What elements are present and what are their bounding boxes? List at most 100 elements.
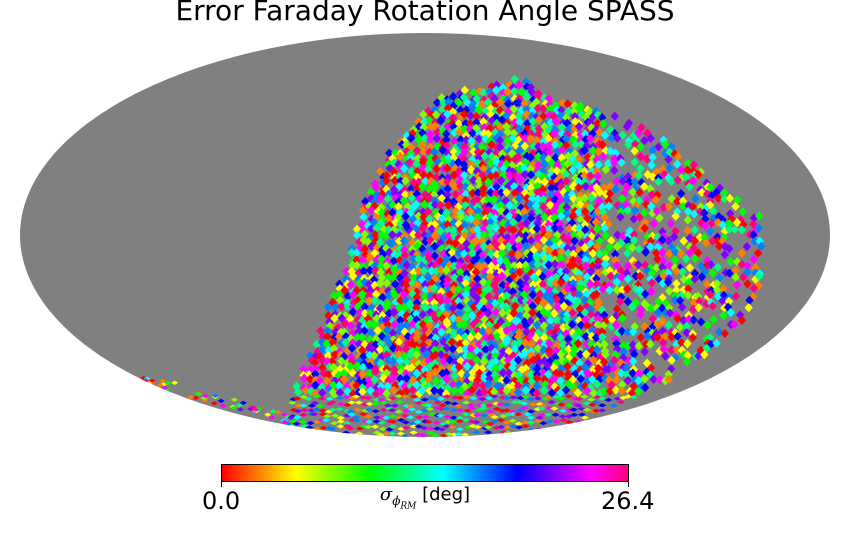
map-pixel bbox=[629, 327, 638, 337]
map-pixel bbox=[613, 344, 622, 354]
map-pixel bbox=[683, 339, 692, 349]
map-pixel bbox=[749, 213, 759, 223]
map-pixel bbox=[384, 272, 393, 283]
map-pixel bbox=[672, 285, 681, 295]
map-pixel bbox=[354, 267, 364, 278]
map-pixel bbox=[565, 260, 575, 271]
map-pixel bbox=[611, 334, 620, 344]
map-pixel bbox=[442, 394, 452, 399]
map-pixel bbox=[330, 302, 340, 312]
map-pixel bbox=[574, 255, 584, 265]
map-pixel bbox=[550, 242, 559, 252]
map-pixel bbox=[420, 302, 429, 312]
map-pixel bbox=[720, 188, 729, 198]
map-pixel bbox=[389, 256, 399, 266]
map-pixel bbox=[406, 403, 415, 408]
map-pixel bbox=[570, 356, 579, 366]
map-pixel bbox=[538, 184, 548, 195]
map-pixel bbox=[498, 280, 507, 290]
map-pixel bbox=[388, 356, 398, 366]
map-pixel bbox=[383, 194, 393, 204]
map-pixel bbox=[617, 368, 626, 378]
map-pixel bbox=[510, 370, 519, 380]
map-pixel bbox=[635, 271, 645, 281]
map-pixel bbox=[425, 214, 434, 224]
map-pixel bbox=[467, 406, 477, 411]
map-pixel bbox=[497, 271, 507, 281]
map-pixel bbox=[676, 249, 686, 259]
map-pixel bbox=[526, 170, 536, 180]
map-pixel bbox=[660, 139, 670, 150]
map-pixel bbox=[508, 113, 518, 123]
map-pixel bbox=[582, 289, 591, 299]
map-pixel bbox=[474, 176, 484, 186]
map-pixel bbox=[508, 83, 518, 93]
map-pixel bbox=[659, 338, 668, 348]
map-pixel bbox=[564, 379, 573, 389]
map-pixel bbox=[539, 136, 549, 146]
map-pixel bbox=[646, 363, 656, 373]
map-pixel bbox=[655, 375, 665, 385]
map-pixel bbox=[564, 106, 573, 116]
map-pixel bbox=[593, 320, 602, 330]
map-pixel bbox=[419, 109, 428, 119]
map-pixel bbox=[581, 207, 590, 217]
map-pixel bbox=[372, 415, 382, 420]
map-pixel bbox=[388, 343, 398, 353]
map-pixel bbox=[359, 212, 368, 222]
map-pixel bbox=[654, 142, 663, 152]
map-pixel bbox=[477, 99, 487, 109]
map-pixel bbox=[431, 182, 440, 192]
map-pixel bbox=[533, 241, 543, 251]
map-pixel bbox=[553, 322, 562, 333]
map-pixel bbox=[430, 283, 439, 293]
map-pixel bbox=[613, 396, 622, 401]
map-pixel bbox=[569, 135, 578, 145]
map-pixel bbox=[454, 97, 463, 107]
map-pixel bbox=[468, 188, 477, 198]
map-pixel bbox=[564, 236, 574, 246]
map-pixel bbox=[359, 266, 368, 276]
map-pixel bbox=[570, 202, 579, 212]
map-pixel bbox=[568, 181, 578, 192]
map-pixel bbox=[388, 414, 397, 419]
map-pixel bbox=[306, 421, 315, 426]
map-pixel bbox=[582, 368, 592, 378]
map-pixel bbox=[382, 170, 391, 181]
map-pixel bbox=[581, 225, 590, 235]
map-pixel bbox=[522, 109, 531, 120]
map-pixel bbox=[328, 400, 337, 405]
map-pixel bbox=[684, 284, 693, 294]
map-pixel bbox=[371, 339, 380, 350]
map-pixel bbox=[427, 224, 437, 234]
map-pixel bbox=[431, 350, 440, 360]
map-pixel bbox=[693, 291, 703, 301]
map-pixel bbox=[484, 379, 493, 389]
map-pixel bbox=[568, 255, 578, 265]
map-pixel bbox=[586, 203, 595, 213]
map-pixel bbox=[419, 266, 429, 276]
map-pixel bbox=[718, 214, 727, 225]
map-pixel bbox=[661, 376, 670, 386]
map-pixel bbox=[712, 279, 722, 289]
map-pixel bbox=[427, 295, 436, 305]
map-pixel bbox=[444, 225, 453, 236]
map-pixel bbox=[677, 165, 686, 175]
map-pixel bbox=[564, 151, 573, 161]
map-pixel bbox=[433, 127, 442, 137]
map-pixel bbox=[466, 332, 475, 342]
map-pixel bbox=[456, 274, 465, 284]
map-pixel bbox=[571, 179, 580, 189]
map-pixel bbox=[515, 267, 524, 277]
map-pixel bbox=[463, 310, 472, 321]
map-pixel bbox=[436, 396, 446, 401]
map-pixel bbox=[557, 402, 566, 407]
map-pixel bbox=[683, 225, 692, 236]
map-pixel bbox=[600, 130, 610, 140]
map-pixel bbox=[346, 426, 355, 431]
map-pixel bbox=[539, 332, 549, 343]
map-pixel bbox=[543, 369, 553, 379]
map-pixel bbox=[389, 385, 399, 395]
map-pixel bbox=[545, 338, 554, 349]
map-pixel bbox=[194, 391, 202, 396]
